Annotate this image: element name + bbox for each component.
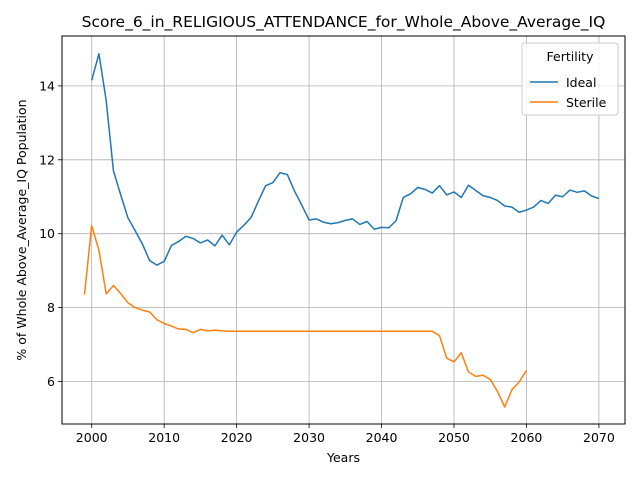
x-tick-label: 2020: [221, 430, 253, 445]
y-tick-label: 8: [47, 300, 55, 315]
y-axis-label: % of Whole Above_Average_IQ Population: [14, 99, 29, 360]
x-axis-ticks: 2000 2010 2020 2030 2040 2050 2060 2070: [76, 424, 615, 445]
x-tick-label: 2010: [148, 430, 180, 445]
y-axis-ticks: 6 8 10 12 14: [39, 78, 62, 389]
legend: Fertility Ideal Sterile: [521, 42, 619, 116]
legend-box: [521, 42, 619, 116]
y-tick-label: 10: [39, 226, 55, 241]
chart-title: Score_6_in_RELIGIOUS_ATTENDANCE_for_Whol…: [82, 13, 606, 32]
legend-label-sterile: Sterile: [566, 95, 607, 110]
legend-label-ideal: Ideal: [566, 75, 596, 90]
x-tick-label: 2000: [76, 430, 108, 445]
plot-frame: [61, 35, 626, 425]
x-axis-label: Years: [326, 450, 360, 465]
y-tick-label: 6: [47, 374, 55, 389]
series-line-sterile: [83, 224, 528, 408]
x-tick-label: 2060: [511, 430, 543, 445]
x-tick-label: 2030: [293, 430, 325, 445]
y-tick-label: 12: [39, 152, 55, 167]
x-tick-label: 2070: [583, 430, 615, 445]
x-tick-label: 2040: [366, 430, 398, 445]
y-tick-label: 14: [39, 78, 55, 93]
series-lines: [83, 52, 600, 408]
series-line-ideal: [90, 52, 600, 266]
legend-title: Fertility: [547, 49, 595, 64]
x-tick-label: 2050: [438, 430, 470, 445]
